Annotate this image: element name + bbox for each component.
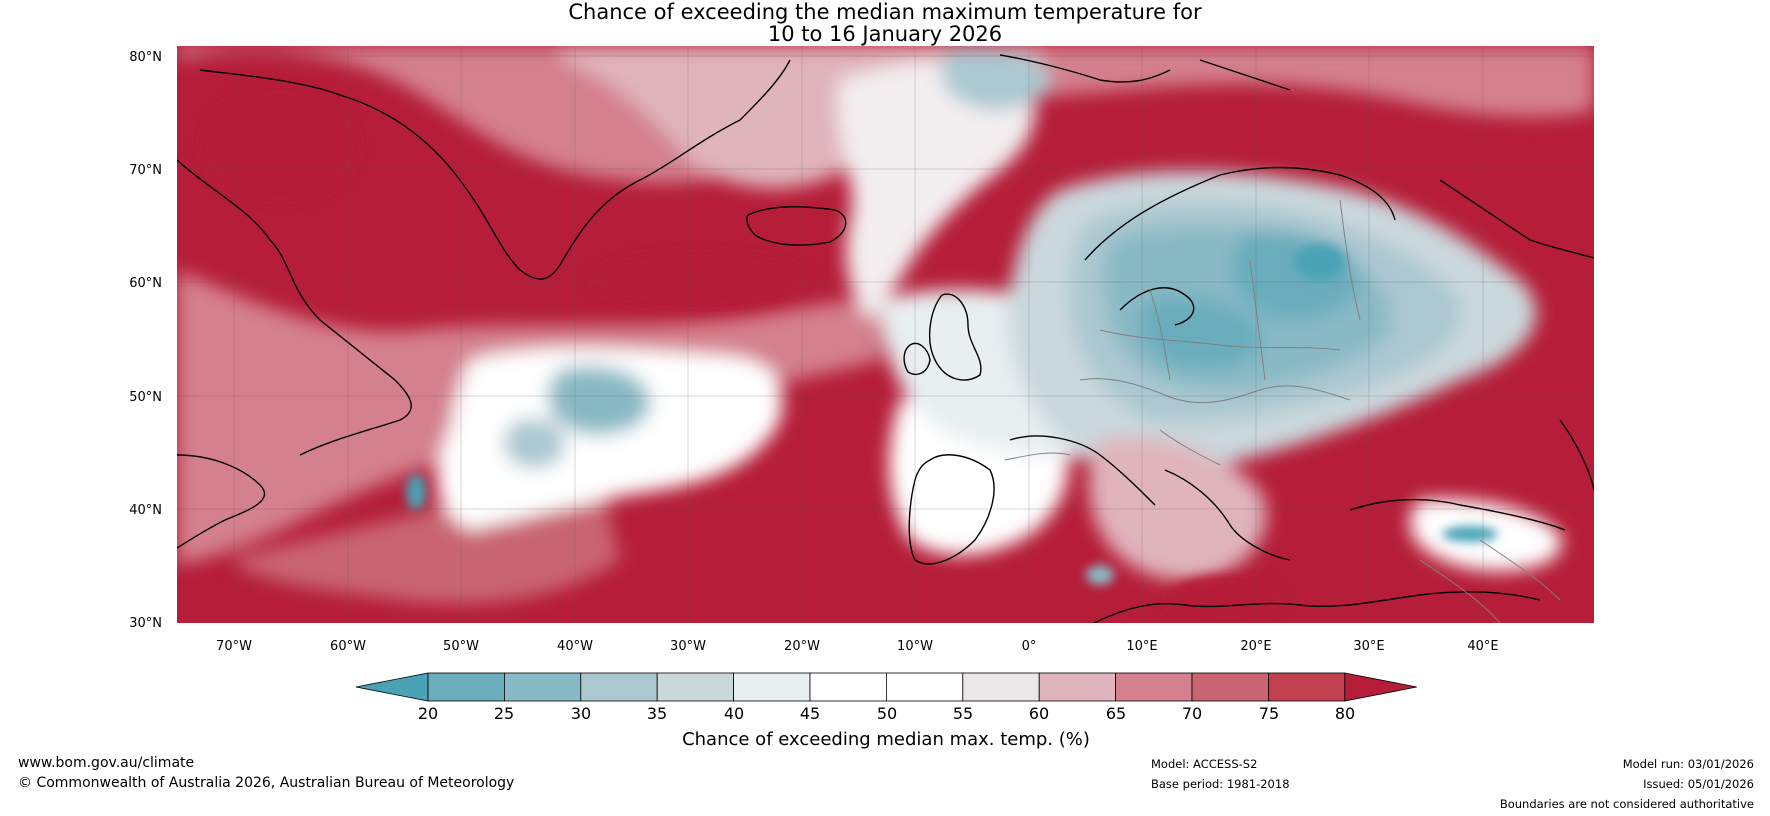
footer-copyright: © Commonwealth of Australia 2026, Austra… xyxy=(18,775,515,791)
graticule xyxy=(177,46,1594,623)
lon-label-50w: 50°W xyxy=(443,639,479,654)
lat-label-80n: 80°N xyxy=(129,50,162,65)
colorbar-extend-low xyxy=(355,672,429,702)
probability-field xyxy=(177,46,1594,623)
colorbar-segment-1 xyxy=(427,672,505,702)
footer-website: www.bom.gov.au/climate xyxy=(18,755,195,771)
map-title-line2: 10 to 16 January 2026 xyxy=(767,22,1003,46)
map-figure: 80°N 70°N 60°N 50°N 40°N 30°N 70°W 60°W … xyxy=(129,46,1594,654)
lat-label-40n: 40°N xyxy=(129,503,162,518)
cbar-tick-80: 80 xyxy=(1335,704,1355,723)
lon-label-10w: 10°W xyxy=(897,639,933,654)
cbar-tick-55: 55 xyxy=(953,704,973,723)
cbar-tick-65: 65 xyxy=(1106,704,1126,723)
cbar-tick-30: 30 xyxy=(571,704,591,723)
colorbar-segment-4 xyxy=(656,672,735,702)
lon-label-70w: 70°W xyxy=(216,639,252,654)
map-title-line1: Chance of exceeding the median maximum t… xyxy=(568,0,1202,24)
cbar-tick-45: 45 xyxy=(800,704,820,723)
lat-label-70n: 70°N xyxy=(129,163,162,178)
lat-label-50n: 50°N xyxy=(129,390,162,405)
coastlines xyxy=(177,54,1594,623)
colorbar-segment-6 xyxy=(809,672,887,702)
footer-model: Model: ACCESS-S2 xyxy=(1151,757,1258,771)
colorbar-tick-labels: 20 25 30 35 40 45 50 55 60 65 70 75 80 xyxy=(418,704,1355,723)
lon-label-20w: 20°W xyxy=(784,639,820,654)
footer-model-run: Model run: 03/01/2026 xyxy=(1622,757,1754,771)
cbar-tick-35: 35 xyxy=(647,704,667,723)
colorbar-segment-2 xyxy=(503,672,582,702)
lon-label-0: 0° xyxy=(1022,639,1037,654)
colorbar-label: Chance of exceeding median max. temp. (%… xyxy=(682,729,1090,750)
colorbar-segments xyxy=(355,672,1417,702)
lon-label-40w: 40°W xyxy=(557,639,593,654)
colorbar-segment-9 xyxy=(1038,672,1116,702)
cbar-tick-40: 40 xyxy=(724,704,744,723)
national-boundaries xyxy=(1004,199,1561,623)
longitude-labels: 70°W 60°W 50°W 40°W 30°W 20°W 10°W 0° 10… xyxy=(216,639,1499,654)
colorbar-segment-7 xyxy=(886,672,964,702)
colorbar-extend-high xyxy=(1344,672,1417,702)
lat-label-60n: 60°N xyxy=(129,276,162,291)
footer-issued: Issued: 05/01/2026 xyxy=(1643,777,1754,791)
footer-base-period: Base period: 1981-2018 xyxy=(1151,777,1290,791)
lon-label-20e: 20°E xyxy=(1240,639,1271,654)
colorbar-segment-12 xyxy=(1268,672,1346,702)
colorbar-segment-11 xyxy=(1191,672,1269,702)
lon-label-40e: 40°E xyxy=(1467,639,1498,654)
colorbar-segment-3 xyxy=(580,672,658,702)
lon-label-10e: 10°E xyxy=(1126,639,1157,654)
cbar-tick-60: 60 xyxy=(1029,704,1049,723)
latitude-labels: 80°N 70°N 60°N 50°N 40°N 30°N xyxy=(129,50,162,631)
cbar-tick-20: 20 xyxy=(418,704,438,723)
colorbar-segment-5 xyxy=(733,672,811,702)
cbar-tick-50: 50 xyxy=(877,704,897,723)
colorbar-segment-10 xyxy=(1115,672,1193,702)
cbar-tick-25: 25 xyxy=(494,704,514,723)
lon-label-30e: 30°E xyxy=(1353,639,1384,654)
lon-label-60w: 60°W xyxy=(330,639,366,654)
colorbar-segment-8 xyxy=(962,672,1040,702)
lat-label-30n: 30°N xyxy=(129,616,162,631)
lon-label-30w: 30°W xyxy=(670,639,706,654)
cbar-tick-75: 75 xyxy=(1259,704,1279,723)
cbar-tick-70: 70 xyxy=(1182,704,1202,723)
footer-disclaimer: Boundaries are not considered authoritat… xyxy=(1499,797,1754,811)
